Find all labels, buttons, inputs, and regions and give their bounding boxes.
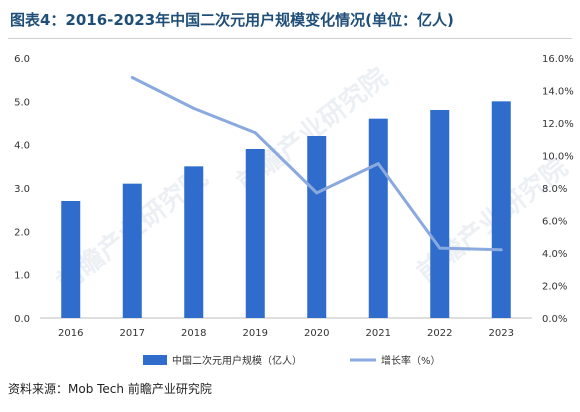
y-left-tick-label: 6.0 (14, 54, 30, 65)
y-right-tick-label: 4.0% (542, 249, 567, 260)
x-tick-label: 2017 (120, 328, 145, 339)
y-right-tick-label: 16.0% (542, 54, 574, 65)
line-point (376, 162, 380, 166)
y-left-tick-label: 3.0 (14, 184, 30, 195)
bar (368, 118, 388, 319)
y-left-tick-label: 5.0 (14, 97, 30, 108)
y-right-tick-label: 0.0% (542, 314, 567, 325)
x-tick-label: 2023 (489, 328, 514, 339)
y-left-tick-label: 0.0 (14, 314, 30, 325)
x-tick-label: 2019 (243, 328, 268, 339)
source-note: 资料来源：Mob Tech 前瞻产业研究院 (8, 382, 212, 396)
y-left-tick-label: 2.0 (14, 227, 30, 238)
line-point (130, 76, 134, 79)
line-point (192, 106, 196, 110)
x-tick-label: 2016 (58, 328, 83, 339)
y-right-tick-label: 10.0% (542, 152, 574, 163)
x-tick-label: 2022 (427, 328, 452, 339)
title-divider (8, 38, 572, 39)
y-left-tick-label: 1.0 (14, 271, 30, 282)
bar (307, 136, 327, 318)
bar (122, 183, 142, 318)
y-right-tick-label: 6.0% (542, 217, 567, 228)
line-point (499, 248, 503, 252)
bar (184, 166, 204, 318)
legend-bar-swatch (143, 355, 167, 365)
chart-title: 图表4：2016-2023年中国二次元用户规模变化情况(单位：亿人) (10, 11, 454, 29)
line-point (438, 246, 442, 250)
y-right-tick-label: 14.0% (542, 87, 574, 98)
bar (61, 201, 81, 318)
bar (430, 110, 450, 318)
x-tick-label: 2018 (181, 328, 206, 339)
legend-bar-label: 中国二次元用户规模（亿人） (172, 354, 302, 367)
legend-line-label: 增长率（%） (381, 354, 441, 367)
y-left-tick-label: 4.0 (14, 141, 30, 152)
y-right-tick-label: 12.0% (542, 119, 574, 130)
y-right-tick-label: 2.0% (542, 282, 567, 293)
x-tick-label: 2021 (366, 328, 391, 339)
bar (245, 149, 265, 318)
x-tick-label: 2020 (304, 328, 329, 339)
line-point (315, 191, 319, 195)
bar (491, 101, 511, 318)
y-right-tick-label: 8.0% (542, 184, 567, 195)
line-point (253, 131, 257, 135)
